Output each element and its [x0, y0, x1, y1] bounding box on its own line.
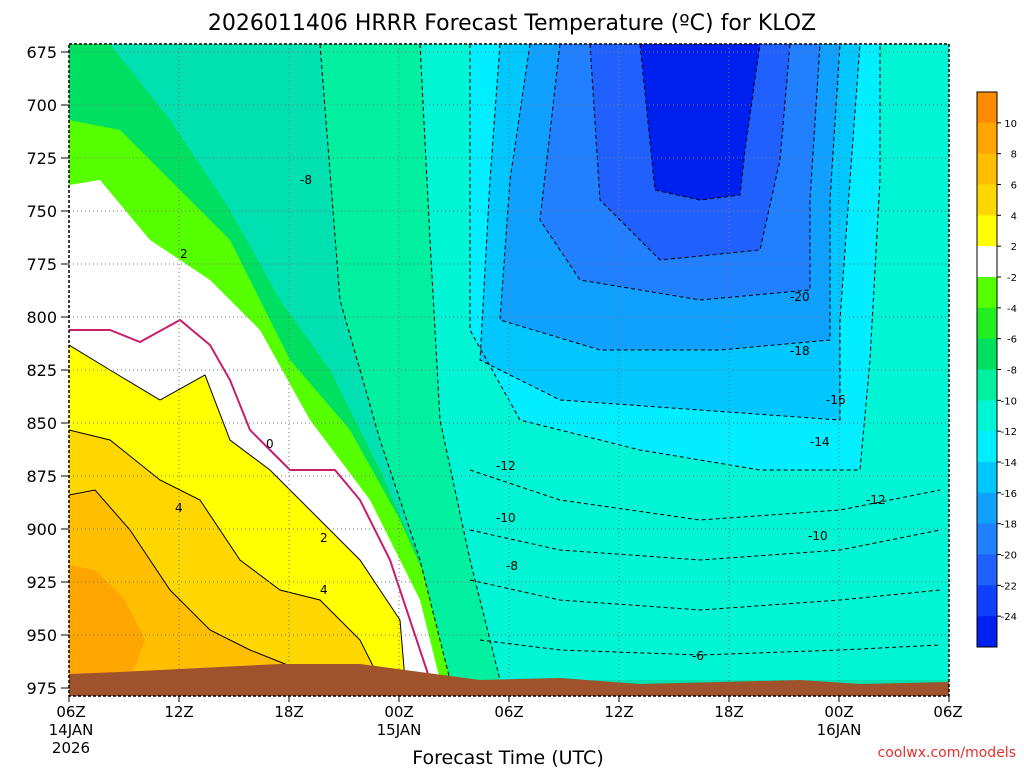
- dashed-contours: [319, 44, 941, 681]
- colorbar-swatch: [977, 462, 997, 494]
- colorbar-swatch: [977, 400, 997, 432]
- colorbar-label: 8: [1011, 150, 1017, 161]
- x-tick-label: 16JAN: [817, 721, 862, 739]
- colorbar-label: -6: [1007, 335, 1017, 346]
- colorbar-swatch: [977, 554, 997, 586]
- contour-label: -14: [810, 435, 830, 449]
- x-tick-label: 00Z: [824, 703, 853, 721]
- y-tick-label: 950: [26, 626, 57, 645]
- colorbar-swatch: [977, 184, 997, 216]
- contour-lines: [69, 344, 406, 681]
- y-tick-label: 750: [26, 202, 57, 221]
- colorbar-label: -20: [1001, 551, 1017, 562]
- contour-label-group: -8 2 0 4 2 4 -12 -10 -8 -6 -20 -18 -16 -…: [175, 173, 886, 663]
- x-tick-label: 14JAN: [49, 721, 94, 739]
- contour-label: -10: [808, 529, 828, 543]
- y-tick-label: 850: [26, 414, 57, 433]
- y-tick-label: 825: [26, 361, 57, 380]
- y-tick-label: 925: [26, 573, 57, 592]
- colorbar-label: -4: [1007, 304, 1017, 315]
- colorbar-label: -16: [1001, 489, 1017, 500]
- contour-label: -12: [866, 493, 886, 507]
- colorbar-label: 10: [1004, 119, 1017, 130]
- contour-label: -20: [790, 290, 810, 304]
- contour-label: -18: [790, 344, 810, 358]
- colorbar-label: -2: [1007, 273, 1017, 284]
- colorbar-label: -22: [1001, 581, 1017, 592]
- x-tick-label: 12Z: [604, 703, 633, 721]
- colorbar-swatch: [977, 122, 997, 155]
- x-tick-label: 2026: [52, 739, 90, 757]
- contour-label: -6: [692, 649, 704, 663]
- x-tick-label: 06Z: [494, 703, 523, 721]
- x-tick-label: 18Z: [274, 703, 303, 721]
- contour-label: -8: [300, 173, 312, 187]
- colorbar-swatch: [977, 307, 997, 340]
- colorbar-swatch: [977, 369, 997, 401]
- colorbar-swatch: [977, 153, 997, 185]
- contour-label: -16: [826, 393, 846, 407]
- x-axis-title: Forecast Time (UTC): [412, 747, 603, 768]
- colorbar-swatch: [977, 92, 997, 124]
- colorbar-label: 6: [1011, 181, 1017, 192]
- contour-label: -8: [506, 559, 518, 573]
- colorbar-swatch: [977, 585, 997, 617]
- x-tick-label: 06Z: [56, 703, 85, 721]
- credit-text: coolwx.com/models: [878, 745, 1016, 761]
- contour-label: 2: [180, 247, 188, 261]
- colorbar-swatch: [977, 246, 997, 278]
- colorbar-swatch: [977, 616, 997, 648]
- y-tick-label: 700: [26, 96, 57, 115]
- contour-label: 2: [320, 531, 328, 545]
- x-tick-label: 00Z: [384, 703, 413, 721]
- contour-label: 0: [266, 437, 274, 451]
- x-tick-label: 18Z: [714, 703, 743, 721]
- colorbar-swatch: [977, 215, 997, 247]
- zero-contour: [69, 318, 431, 681]
- band-plus-8: [69, 565, 145, 680]
- colorbar-label: -24: [1001, 612, 1017, 623]
- colorbar-label: -18: [1001, 520, 1017, 531]
- chart-title: 2026011406 HRRR Forecast Temperature (ºC…: [208, 11, 816, 36]
- contour-label: 4: [320, 583, 328, 597]
- colorbar-label: -14: [1001, 458, 1017, 469]
- x-tick-label: 15JAN: [377, 721, 422, 739]
- colorbar-label: 2: [1011, 242, 1017, 253]
- colorbar: 10 8 6 4 2 -2 -4 -6 -8 -10 -12 -14 -16 -18 -20 -22 -24: [976, 91, 1017, 648]
- y-tick-label: 975: [26, 679, 57, 698]
- colorbar-label: -12: [1001, 427, 1017, 438]
- contour-label: -12: [496, 459, 516, 473]
- y-tick-label: 725: [26, 149, 57, 168]
- x-tick-label: 06Z: [933, 703, 962, 721]
- y-tick-label: 800: [26, 308, 57, 327]
- y-tick-label: 875: [26, 467, 57, 486]
- y-tick-label: 675: [26, 43, 57, 62]
- y-tick-label: 900: [26, 520, 57, 539]
- colorbar-swatch: [977, 277, 997, 309]
- plot-area: -8 2 0 4 2 4 -12 -10 -8 -6 -20 -18 -16 -…: [69, 44, 949, 696]
- colorbar-swatch: [977, 492, 997, 525]
- band-minus-24: [640, 44, 760, 200]
- colorbar-label: -10: [1001, 396, 1017, 407]
- y-axis: 675 700 725 750 775 800 825 850 875 900 925 950 975: [26, 43, 69, 698]
- y-tick-label: 775: [26, 255, 57, 274]
- colorbar-label: -8: [1007, 366, 1017, 377]
- terrain-surface: [69, 664, 949, 696]
- colorbar-label: 4: [1011, 211, 1017, 222]
- colorbar-swatch: [977, 431, 997, 463]
- colorbar-swatch: [977, 338, 997, 370]
- colorbar-swatch: [977, 523, 997, 555]
- x-tick-label: 12Z: [164, 703, 193, 721]
- contour-label: -10: [496, 511, 516, 525]
